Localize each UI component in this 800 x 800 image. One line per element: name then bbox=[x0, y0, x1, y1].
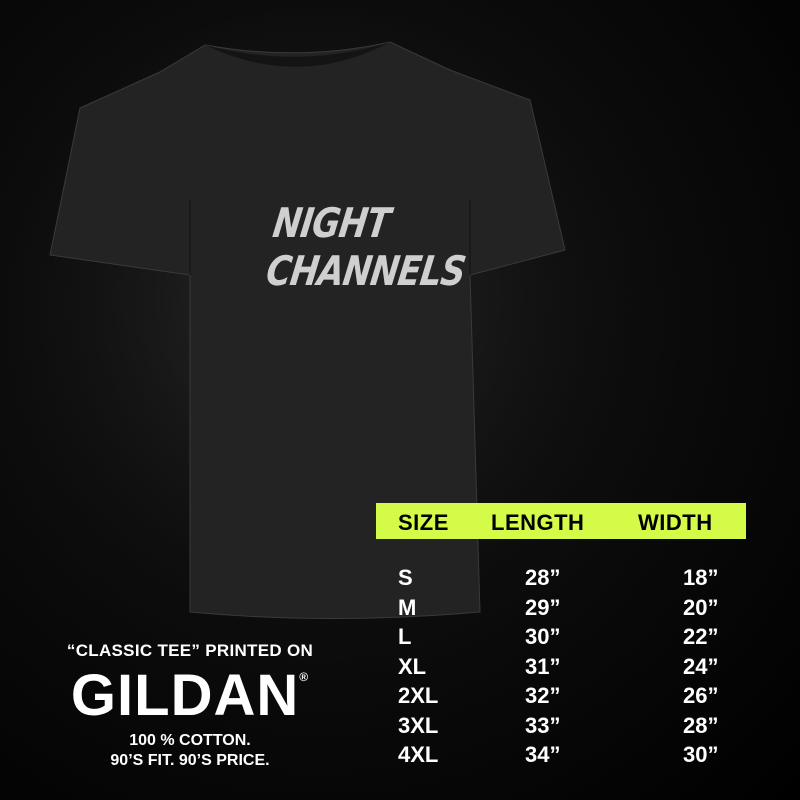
t-shirt-body bbox=[49, 41, 566, 619]
size-row: M 29” 20” bbox=[0, 595, 800, 623]
size-cell-size: M bbox=[398, 594, 417, 620]
size-cell-length: 28” bbox=[525, 565, 561, 590]
size-cell-size: L bbox=[398, 624, 412, 649]
size-cell-size: XL bbox=[398, 653, 427, 679]
size-cell-length: 29” bbox=[525, 594, 561, 620]
size-cell-size: 2XL bbox=[398, 683, 439, 708]
registered-mark: ® bbox=[299, 670, 310, 684]
size-cell-length: 34” bbox=[525, 742, 561, 767]
size-cell-length: 32” bbox=[525, 683, 561, 708]
size-cell-size: 3XL bbox=[398, 712, 439, 738]
size-cell-width: 24” bbox=[683, 653, 719, 679]
promo-fit-price: 90’S FIT. 90’S PRICE. bbox=[110, 752, 270, 769]
shirt-brand-print: NIGHT CHANNELS bbox=[263, 200, 469, 296]
promo-cotton: 100 % COTTON. bbox=[129, 732, 251, 749]
size-cell-width: 18” bbox=[683, 565, 719, 590]
size-row: S 28” 18” bbox=[0, 565, 800, 593]
logo-text: GILDAN bbox=[70, 663, 300, 728]
size-cell-length: 30” bbox=[525, 624, 561, 649]
size-cell-width: 20” bbox=[683, 594, 719, 620]
size-cell-size: S bbox=[398, 565, 413, 590]
size-cell-width: 30” bbox=[683, 742, 719, 767]
header-size: SIZE bbox=[398, 510, 449, 535]
t-shirt-collar bbox=[205, 42, 390, 67]
gildan-logo: GILDAN® bbox=[40, 662, 340, 729]
size-row: 2XL 32” 26” bbox=[0, 683, 800, 711]
promo-tagline: “CLASSIC TEE” PRINTED ON bbox=[66, 641, 314, 660]
size-cell-size: 4XL bbox=[398, 742, 439, 767]
header-width: WIDTH bbox=[638, 510, 713, 535]
size-row: L 30” 22” bbox=[0, 624, 800, 652]
size-cell-length: 33” bbox=[525, 712, 561, 738]
size-chart-header: SIZE LENGTH WIDTH bbox=[376, 503, 746, 539]
header-length: LENGTH bbox=[491, 510, 585, 535]
size-cell-length: 31” bbox=[525, 653, 561, 679]
size-row: XL 31” 24” bbox=[0, 654, 800, 682]
size-row: 3XL 33” 28” bbox=[0, 713, 800, 741]
size-row: 4XL 34” 30” bbox=[0, 742, 800, 770]
size-cell-width: 22” bbox=[683, 624, 719, 649]
size-cell-width: 26” bbox=[683, 683, 719, 708]
size-cell-width: 28” bbox=[683, 712, 719, 738]
